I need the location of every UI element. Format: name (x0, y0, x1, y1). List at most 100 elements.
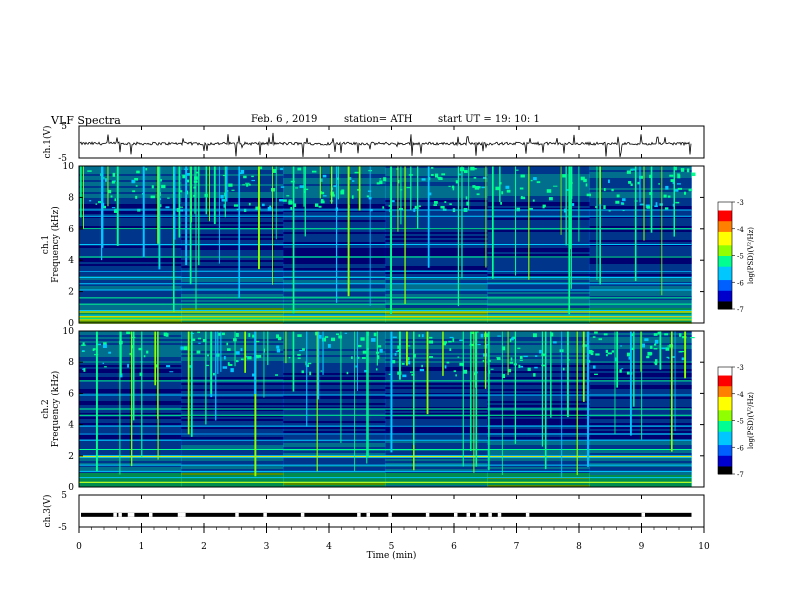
ch2-spectrogram-noise (626, 371, 630, 375)
ch2-spectrogram-cell (283, 391, 386, 393)
ch1-spectrogram-noise (303, 190, 306, 194)
ch1-spectrogram-cell (589, 278, 692, 280)
ch2-spectrogram-cell (283, 359, 386, 361)
ch1-spectrogram-cell (181, 274, 284, 276)
x-tick-label: 4 (326, 542, 332, 552)
ch2-spectrogram-ylabel-freq: Frequency (kHz) (50, 371, 61, 448)
ch1-spectrogram-noise (282, 199, 287, 202)
ch1-spectrogram-cell (79, 310, 182, 312)
ch1-spectrogram-noise (145, 167, 148, 171)
ch1-spectrogram-cell (181, 286, 284, 288)
ch1-spectrogram-cell (487, 186, 590, 188)
ch2-spectrogram-cell (283, 405, 386, 407)
ch1-spectrogram-noise (562, 174, 567, 178)
ch2-spectrogram-noise (236, 360, 238, 363)
ch1-spectrogram-noise (320, 178, 323, 182)
ch1-spectrogram-noise (320, 199, 324, 203)
ch1-spectrogram-cell (181, 206, 284, 208)
ch2-spectrogram-colorbar-step (718, 441, 732, 446)
ch2-spectrogram-cell (487, 379, 590, 381)
ch1-spectrogram-cell (589, 200, 692, 202)
ch1-spectrogram-noise (595, 206, 598, 208)
ch1-spectrogram-noise (431, 166, 434, 169)
ch1-spectrogram-cell (181, 242, 284, 244)
ch1-spectrogram-cell (589, 234, 692, 236)
ch1-spectrogram-cell (181, 234, 284, 236)
ch1-spectrogram-noise (242, 184, 246, 186)
ch1-spectrogram-cell (589, 194, 692, 196)
ch1-spectrogram-cell (181, 220, 284, 222)
ch1-spectrogram-cell (181, 246, 284, 248)
ch2-spectrogram-noise (108, 351, 112, 354)
ch1-spectrogram-cell (181, 174, 284, 176)
ch2-spectrogram-noise (429, 336, 433, 339)
ch2-spectrogram-cell (487, 377, 590, 379)
ch1-spectrogram-noise (195, 171, 200, 174)
ch1-spectrogram-cell (283, 182, 386, 184)
ch1-spectrogram-cell (487, 254, 590, 256)
ch1-spectrogram-cell (385, 186, 488, 188)
ch2-spectrogram-noise (644, 338, 649, 342)
ch1-spectrogram-cell (589, 170, 692, 172)
ch1-voltage-ylabel: ch.1(V) (42, 126, 53, 159)
ch1-spectrogram-noise (136, 170, 140, 174)
ch1-spectrogram-cell (589, 292, 692, 294)
ch2-spectrogram-cell (385, 399, 488, 401)
ch2-spectrogram-cell (385, 475, 488, 477)
ch2-spectrogram-noise (197, 331, 201, 334)
ch2-spectrogram-colorbar-tick-label: -5 (737, 418, 744, 426)
ch1-spectrogram-cell (283, 302, 386, 304)
ch1-spectrogram-cell (487, 250, 590, 252)
ch1-spectrogram-noise (691, 172, 696, 177)
ch2-spectrogram-cell (385, 361, 488, 363)
ch2-spectrogram-noise (166, 365, 171, 368)
ch1-spectrogram-colorbar-step (718, 258, 732, 262)
ch1-spectrogram-cell (487, 178, 590, 180)
ch2-spectrogram-cell (487, 421, 590, 423)
ch1-spectrogram-cell (385, 172, 488, 174)
ch1-spectrogram-cell (283, 300, 386, 302)
ch1-spectrogram-cell (283, 304, 386, 306)
ch1-spectrogram-cell (79, 234, 182, 236)
ch2-spectrogram-colorbar-step (718, 393, 732, 397)
ch2-spectrogram-cell (79, 413, 182, 415)
ch2-spectrogram-noise (626, 352, 631, 357)
ch2-spectrogram-cell (487, 401, 590, 403)
ch1-spectrogram-cell (589, 224, 692, 226)
ch1-spectrogram-colorbar-step (718, 274, 732, 278)
ch2-spectrogram-colorbar-step (718, 436, 732, 440)
ch2-spectrogram-noise (402, 374, 407, 378)
ch1-spectrogram-cell (181, 290, 284, 292)
ch2-spectrogram-colorbar-step (718, 367, 732, 371)
ch1-spectrogram-cell (79, 254, 182, 256)
ch1-spectrogram-noise (167, 197, 170, 199)
ch1-spectrogram-cell (181, 280, 284, 282)
ch1-spectrogram-cell (589, 172, 692, 174)
ch1-spectrogram-cell (487, 284, 590, 286)
ch2-spectrogram-cell (487, 373, 590, 375)
ch1-spectrogram-cell (181, 288, 284, 290)
ch1-spectrogram-cell (181, 254, 284, 256)
ch2-spectrogram-noise (388, 373, 392, 375)
ch2-spectrogram-cell (79, 341, 182, 343)
ch1-spectrogram-cell (283, 306, 386, 308)
ch1-spectrogram-cell (589, 202, 692, 204)
ch2-spectrogram-noise (595, 353, 600, 356)
ch1-spectrogram-cell (79, 318, 182, 320)
ch2-spectrogram-cell (589, 389, 692, 391)
ch1-spectrogram-noise (458, 173, 461, 176)
ch2-spectrogram-cell (283, 441, 386, 443)
ch1-spectrogram-cell (181, 204, 284, 206)
ch1-spectrogram-cell (283, 232, 386, 234)
ch2-spectrogram-cell (79, 409, 182, 411)
ch1-spectrogram-cell (589, 168, 692, 170)
ch2-spectrogram-cell (589, 483, 692, 485)
ch2-spectrogram-cell (385, 435, 488, 437)
ch2-spectrogram-cell (181, 349, 284, 351)
ch1-spectrogram-cell (79, 204, 182, 206)
ch1-spectrogram-noise (165, 206, 170, 209)
ch1-spectrogram-cell (589, 268, 692, 270)
ch2-spectrogram-cell (385, 407, 488, 409)
ch1-spectrogram-noise (452, 186, 455, 191)
ch1-spectrogram-cell (487, 264, 590, 266)
